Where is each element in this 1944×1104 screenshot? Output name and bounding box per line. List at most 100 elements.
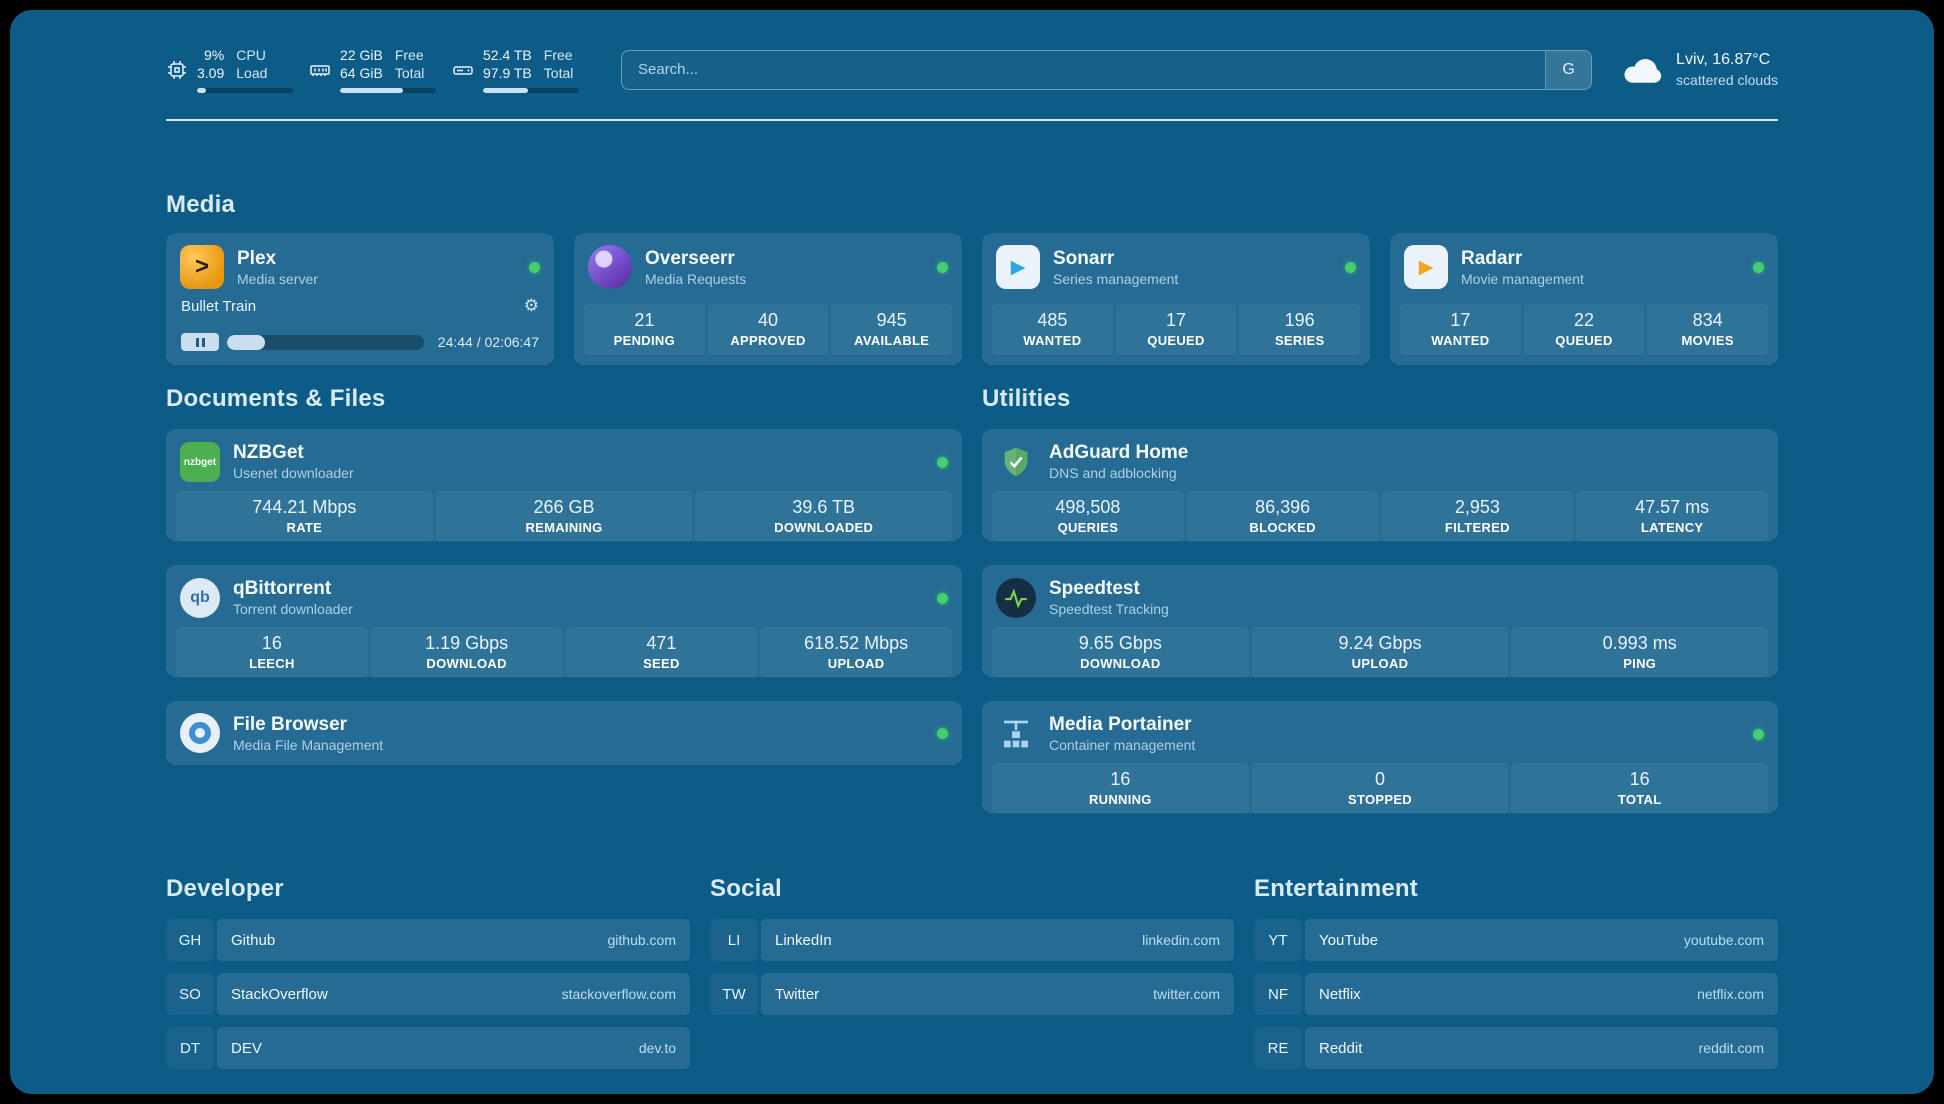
- stat-running: 16 RUNNING: [992, 762, 1249, 814]
- stat-label: MOVIES: [1681, 333, 1734, 349]
- section-title-utilities: Utilities: [982, 385, 1071, 413]
- stat-downloaded: 39.6 TB DOWNLOADED: [695, 490, 953, 542]
- service-name: File Browser: [233, 713, 348, 735]
- section-title-social: Social: [710, 875, 782, 903]
- cpu-load-label: Load: [236, 65, 268, 82]
- speedtest-card-header: Speedtest Speedtest Tracking: [992, 575, 1768, 626]
- stat-stopped: 0 STOPPED: [1251, 762, 1509, 814]
- radarr-card[interactable]: ▶ Radarr Movie management 17 WANTED 22 Q…: [1390, 233, 1778, 366]
- search-provider-button[interactable]: G: [1545, 50, 1592, 89]
- stat-label: AVAILABLE: [854, 333, 930, 349]
- service-name: Radarr: [1461, 247, 1523, 269]
- bookmark-stackoverflow[interactable]: SO StackOverflow stackoverflow.com: [166, 973, 690, 1016]
- stat-label: DOWNLOADED: [774, 519, 874, 535]
- stat-label: QUEUED: [1555, 333, 1613, 349]
- pause-button[interactable]: [181, 333, 219, 352]
- radarr-icon: ▶: [1404, 245, 1448, 290]
- status-dot-online: [529, 261, 540, 273]
- disk-free-label: Free: [543, 47, 573, 63]
- stat-remaining: 266 GB REMAINING: [435, 490, 693, 542]
- cpu-usage-value: 9%: [204, 47, 225, 63]
- bookmark-url: reddit.com: [1698, 1040, 1764, 1057]
- speedtest-icon: [996, 578, 1036, 618]
- stat-value: 9.24 Gbps: [1338, 632, 1422, 653]
- bookmark-body: Github github.com: [217, 919, 690, 962]
- overseerr-card[interactable]: Overseerr Media Requests 21 PENDING 40 A…: [574, 233, 962, 366]
- nzbget-card[interactable]: nzbget NZBGet Usenet downloader 744.21 M…: [166, 429, 962, 542]
- dashboard-window: 9% 3.09 CPU Load 22 GiB: [10, 10, 1934, 1094]
- stat-value: 40: [757, 310, 779, 331]
- bookmark-linkedin[interactable]: LI LinkedIn linkedin.com: [710, 919, 1234, 962]
- stat-rate: 744.21 Mbps RATE: [176, 490, 433, 542]
- plex-icon: >: [180, 245, 224, 290]
- sonarr-card[interactable]: ▶ Sonarr Series management 485 WANTED 17…: [982, 233, 1370, 366]
- stat-value: 16: [261, 632, 282, 653]
- bookmark-netflix[interactable]: NF Netflix netflix.com: [1254, 973, 1778, 1016]
- cpu-progress-bar: [197, 88, 293, 94]
- service-desc: Series management: [1053, 270, 1179, 287]
- stat-value: 39.6 TB: [792, 496, 856, 517]
- qbittorrent-icon: qb: [180, 578, 220, 618]
- filebrowser-card[interactable]: File Browser Media File Management: [166, 701, 962, 766]
- section-title-documents: Documents & Files: [166, 385, 386, 413]
- adguard-card-header: AdGuard Home DNS and adblocking: [992, 439, 1768, 490]
- plex-card[interactable]: > Plex Media server Bullet Train ⚙ 24:44…: [166, 233, 554, 366]
- service-name: qBittorrent: [233, 578, 332, 600]
- stat-wanted: 485 WANTED: [992, 304, 1113, 356]
- bookmark-github[interactable]: GH Github github.com: [166, 919, 690, 962]
- stat-value: 945: [876, 310, 907, 331]
- stat-value: 0.993 ms: [1602, 632, 1677, 653]
- memory-total-value: 64 GiB: [340, 65, 383, 82]
- stat-label: LEECH: [249, 655, 295, 671]
- bookmark-dev[interactable]: DT DEV dev.to: [166, 1027, 690, 1070]
- stat-value: 1.19 Gbps: [425, 632, 509, 653]
- stat-label: QUEUED: [1147, 333, 1205, 349]
- memory-free-label: Free: [394, 47, 424, 63]
- stat-value: 196: [1284, 310, 1315, 331]
- stat-series: 196 SERIES: [1239, 304, 1361, 356]
- stat-label: PING: [1623, 655, 1657, 671]
- disk-total-value: 97.9 TB: [483, 65, 532, 82]
- bookmark-abbr: NF: [1254, 973, 1302, 1016]
- bookmark-url: youtube.com: [1683, 932, 1764, 949]
- speedtest-card[interactable]: Speedtest Speedtest Tracking 9.65 Gbps D…: [982, 565, 1778, 678]
- bookmark-abbr: YT: [1254, 919, 1302, 962]
- portainer-card[interactable]: Media Portainer Container management 16 …: [982, 701, 1778, 814]
- stat-movies: 834 MOVIES: [1647, 304, 1769, 356]
- search-input[interactable]: [622, 50, 1546, 89]
- memory-total-label: Total: [394, 65, 425, 82]
- bookmark-abbr: TW: [710, 973, 758, 1016]
- media-grid: > Plex Media server Bullet Train ⚙ 24:44…: [166, 233, 1778, 366]
- bookmark-youtube[interactable]: YT YouTube youtube.com: [1254, 919, 1778, 962]
- stat-label: BLOCKED: [1249, 519, 1316, 535]
- memory-widget: 22 GiB 64 GiB Free Total: [309, 46, 436, 94]
- adguard-card[interactable]: AdGuard Home DNS and adblocking 498,508 …: [982, 429, 1778, 542]
- plex-chevron-glyph: >: [194, 253, 209, 281]
- bookmark-reddit[interactable]: RE Reddit reddit.com: [1254, 1027, 1778, 1070]
- adguard-icon: [996, 442, 1036, 482]
- utilities-section: Utilities AdGuard Home DNS and adblockin…: [982, 385, 1778, 814]
- weather-location: Lviv, 16.87°C: [1676, 51, 1771, 69]
- topbar: 9% 3.09 CPU Load 22 GiB: [166, 46, 1778, 94]
- speedtest-stats: 9.65 Gbps DOWNLOAD 9.24 Gbps UPLOAD 0.99…: [992, 626, 1769, 678]
- stat-upload: 618.52 Mbps UPLOAD: [760, 626, 952, 678]
- status-dot-online: [937, 261, 948, 273]
- stat-value: 0: [1375, 768, 1386, 789]
- portainer-stats: 16 RUNNING 0 STOPPED 16 TOTAL: [992, 762, 1769, 814]
- stat-latency: 47.57 ms LATENCY: [1576, 490, 1768, 542]
- stat-value: 9.65 Gbps: [1078, 632, 1162, 653]
- now-playing-row: Bullet Train ⚙: [176, 297, 544, 319]
- qbittorrent-card[interactable]: qb qBittorrent Torrent downloader 16 LEE…: [166, 565, 962, 678]
- documents-section: Documents & Files nzbget NZBGet Usenet d…: [166, 385, 962, 766]
- stat-value: 498,508: [1055, 496, 1121, 517]
- gear-icon[interactable]: ⚙: [523, 296, 539, 317]
- disk-total-label: Total: [543, 65, 574, 82]
- radarr-stats: 17 WANTED 22 QUEUED 834 MOVIES: [1400, 304, 1769, 356]
- adguard-stats: 498,508 QUERIES 86,396 BLOCKED 2,953 FIL…: [992, 490, 1768, 542]
- bookmark-abbr: DT: [166, 1027, 214, 1070]
- status-dot-online: [1345, 261, 1356, 273]
- stat-ping: 0.993 ms PING: [1511, 626, 1769, 678]
- bookmark-body: DEV dev.to: [217, 1027, 690, 1070]
- bookmark-twitter[interactable]: TW Twitter twitter.com: [710, 973, 1234, 1016]
- disk-progress-bar: [483, 88, 579, 94]
